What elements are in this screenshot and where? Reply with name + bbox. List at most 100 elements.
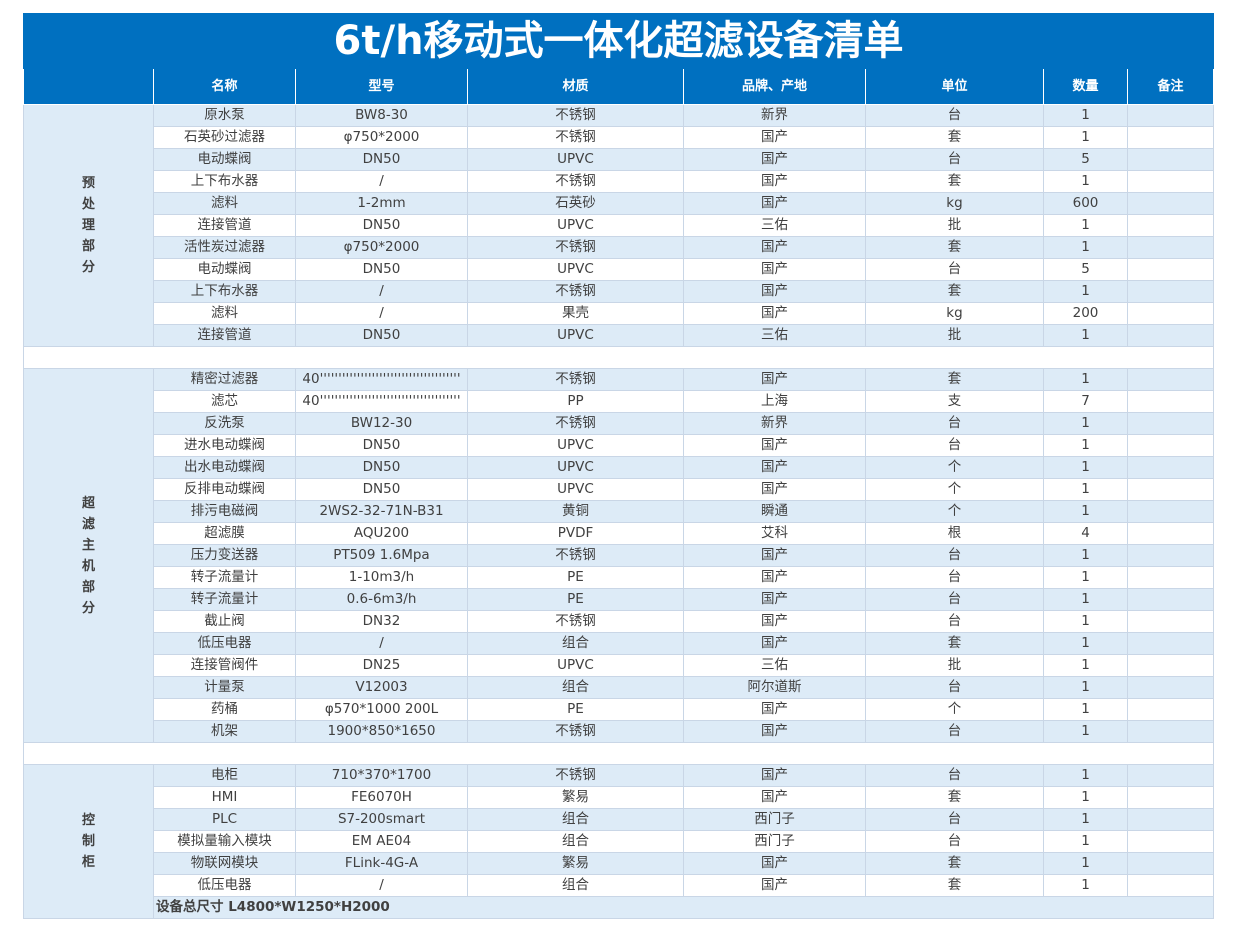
cell: 40'''''''''''''''''''''''''''''''''''''' [295, 368, 468, 391]
item-row: 反洗泵 BW12-30 不锈钢 新界台 1 [24, 412, 1215, 435]
cell: 国产 [683, 434, 866, 457]
cell: HMI [153, 786, 296, 809]
cell: 台 [865, 830, 1044, 853]
cell: 繁易 [467, 786, 684, 809]
cell: UPVC [467, 456, 684, 479]
cell: 三佑 [683, 214, 866, 237]
cell: 西门子 [683, 830, 866, 853]
item-row: 截止阀 DN32 不锈钢 国产台 1 [24, 610, 1215, 633]
cell: 国产 [683, 368, 866, 391]
cell: 新界 [683, 104, 866, 127]
cell: PE [467, 566, 684, 589]
cell: 根 [865, 522, 1044, 545]
remark-cell [1126, 522, 1215, 545]
remark-cell [1126, 610, 1215, 633]
cell: 台 [865, 258, 1044, 281]
cell: 转子流量计 [153, 588, 296, 611]
cell: 反洗泵 [153, 412, 296, 435]
header-cell: 单位 [865, 68, 1044, 105]
item-row: 上下布水器 / 不锈钢 国产套 1 [24, 280, 1215, 303]
cell: PT509 1.6Mpa [295, 544, 468, 567]
cell: 国产 [683, 720, 866, 743]
cell: 国产 [683, 170, 866, 193]
cell: 活性炭过滤器 [153, 236, 296, 259]
cell: 200 [1043, 302, 1128, 325]
cell: 1 [1043, 280, 1128, 303]
cell: 台 [865, 148, 1044, 171]
cell: BW12-30 [295, 412, 468, 435]
remark-cell [1126, 698, 1215, 721]
header-cell: 备注 [1126, 68, 1215, 105]
cell: 台 [865, 764, 1044, 787]
remark-cell [1126, 434, 1215, 457]
cell: 滤料 [153, 302, 296, 325]
cell: 国产 [683, 786, 866, 809]
cell: UPVC [467, 654, 684, 677]
cell: 西门子 [683, 808, 866, 831]
header-cell [23, 68, 154, 105]
cell: 1900*850*1650 [295, 720, 468, 743]
cell: 三佑 [683, 324, 866, 347]
item-row: 压力变送器 PT509 1.6Mpa 不锈钢 国产台 1 [24, 544, 1215, 567]
remark-cell [1126, 808, 1215, 831]
cell: 繁易 [467, 852, 684, 875]
spacer-cell [22, 346, 1215, 369]
item-row: 预处理部分 原水泵 BW8-30 不锈钢 新界台 1 [23, 104, 1215, 347]
remark-cell [1126, 500, 1215, 523]
title: 6t/h移动式一体化超滤设备清单 [22, 13, 1215, 69]
cell: 个 [865, 456, 1044, 479]
cell: PLC [153, 808, 296, 831]
cell: 套 [865, 632, 1044, 655]
cell: 电柜 [153, 764, 296, 787]
cell: 套 [865, 126, 1044, 149]
cell: 1 [1043, 720, 1128, 743]
cell: 40'''''''''''''''''''''''''''''''''''''' [295, 390, 468, 413]
header-cell: 材质 [467, 68, 684, 105]
spacer-row [22, 346, 1215, 369]
cell: 连接管阀件 [153, 654, 296, 677]
cell: 超滤膜 [153, 522, 296, 545]
cell: 排污电磁阀 [153, 500, 296, 523]
cell: 1 [1043, 236, 1128, 259]
cell: 1 [1043, 104, 1128, 127]
cell: 压力变送器 [153, 544, 296, 567]
cell: 国产 [683, 258, 866, 281]
section-label-text: 预处理部分 [82, 176, 96, 275]
cell: 1 [1043, 170, 1128, 193]
cell: 上下布水器 [153, 280, 296, 303]
cell: 国产 [683, 192, 866, 215]
header-row: 名称 型号 材质 品牌、产地 单位 数量 备注 [23, 68, 1215, 105]
cell: 国产 [683, 610, 866, 633]
cell: 台 [865, 104, 1044, 127]
cell: 1 [1043, 478, 1128, 501]
spacer-cell [22, 742, 1215, 765]
cell: DN32 [295, 610, 468, 633]
cell: V12003 [295, 676, 468, 699]
cell: 国产 [683, 874, 866, 897]
cell: 精密过滤器 [153, 368, 296, 391]
cell: 个 [865, 478, 1044, 501]
cell: 石英砂过滤器 [153, 126, 296, 149]
cell: 组合 [467, 874, 684, 897]
cell: φ750*2000 [295, 126, 468, 149]
cell: 1 [1043, 324, 1128, 347]
cell: / [295, 280, 468, 303]
item-row: 机架 1900*850*1650 不锈钢 国产台 1 [24, 720, 1215, 743]
cell: 批 [865, 654, 1044, 677]
cell: 台 [865, 544, 1044, 567]
item-row: 滤料 / 果壳 国产 kg 200 [24, 302, 1215, 325]
cell: 7 [1043, 390, 1128, 413]
cell: 国产 [683, 148, 866, 171]
item-row: 连接管阀件 DN25 UPVC 三佑批 1 [24, 654, 1215, 677]
cell: 机架 [153, 720, 296, 743]
cell: 套 [865, 368, 1044, 391]
header-cell: 型号 [295, 68, 468, 105]
cell: PP [467, 390, 684, 413]
item-row: 计量泵 V12003 组合 阿尔道斯台 1 [24, 676, 1215, 699]
cell: 石英砂 [467, 192, 684, 215]
remark-cell [1126, 676, 1215, 699]
cell: 台 [865, 566, 1044, 589]
cell: / [295, 170, 468, 193]
remark-cell [1126, 456, 1215, 479]
